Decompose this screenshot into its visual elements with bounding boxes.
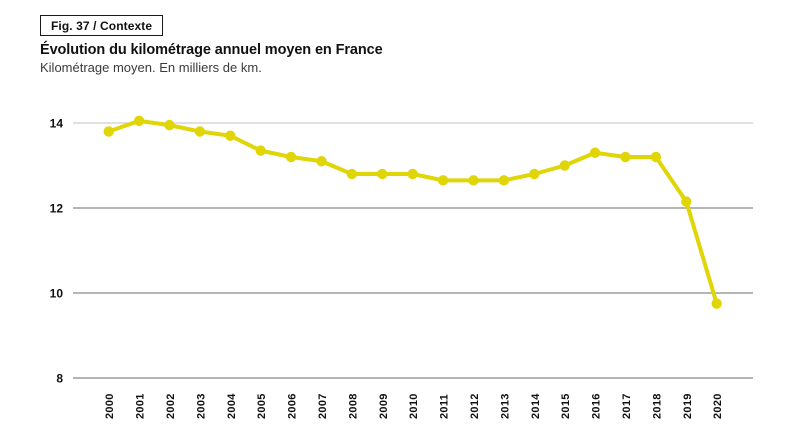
x-tick-label: 2008 xyxy=(347,393,359,419)
data-point-2011 xyxy=(437,175,449,186)
x-tick-label: 2000 xyxy=(104,393,116,419)
data-point-2006 xyxy=(285,151,297,163)
x-tick-label: 2011 xyxy=(439,394,451,419)
data-point-2000 xyxy=(103,126,114,137)
x-tick-label: 2010 xyxy=(408,393,420,419)
x-tick-label: 2018 xyxy=(651,393,663,419)
data-point-2018 xyxy=(650,151,662,163)
series-line xyxy=(106,118,719,306)
data-point-2009 xyxy=(377,168,388,180)
y-tick-label: 14 xyxy=(50,117,64,131)
data-point-2012 xyxy=(468,175,479,186)
data-point-2013 xyxy=(498,175,510,186)
data-point-2001 xyxy=(133,115,145,127)
y-tick-label: 10 xyxy=(50,287,64,301)
y-tick-label: 12 xyxy=(50,202,64,216)
x-tick-label: 2019 xyxy=(682,393,694,419)
x-tick-label: 2002 xyxy=(165,393,177,419)
figure-badge-label: Fig. 37 / Contexte xyxy=(51,19,153,33)
x-tick-label: 2020 xyxy=(712,393,724,419)
x-tick-label: 2001 xyxy=(135,393,147,419)
data-point-2020 xyxy=(711,298,722,309)
x-tick-label: 2017 xyxy=(621,393,633,419)
data-point-2017 xyxy=(620,151,631,163)
data-point-2019 xyxy=(681,196,692,207)
x-tick-label: 2013 xyxy=(499,393,511,419)
chart-subtitle: Kilométrage moyen. En milliers de km. xyxy=(40,60,262,75)
data-point-2016 xyxy=(589,147,601,158)
x-tick-label: 2007 xyxy=(317,393,329,419)
data-point-2010 xyxy=(407,168,418,180)
data-point-2003 xyxy=(194,126,206,137)
x-tick-label: 2005 xyxy=(256,393,268,419)
data-point-2008 xyxy=(346,168,358,180)
x-tick-label: 2014 xyxy=(530,393,542,419)
x-tick-label: 2003 xyxy=(195,393,207,419)
data-point-2004 xyxy=(225,130,236,141)
x-tick-label: 2004 xyxy=(226,393,238,419)
data-point-2007 xyxy=(316,156,327,167)
data-point-2015 xyxy=(559,160,570,171)
figure-badge: Fig. 37 / Contexte xyxy=(40,15,164,36)
y-tick-label: 8 xyxy=(56,372,63,386)
x-tick-label: 2009 xyxy=(378,393,390,419)
chart-title: Évolution du kilométrage annuel moyen en… xyxy=(40,42,383,58)
x-tick-label: 2006 xyxy=(287,393,299,419)
data-point-2005 xyxy=(255,145,266,156)
data-point-2014 xyxy=(529,168,540,180)
data-point-2002 xyxy=(164,119,175,131)
x-tick-label: 2016 xyxy=(591,393,603,419)
x-tick-label: 2015 xyxy=(560,393,572,419)
x-tick-label: 2012 xyxy=(469,393,481,419)
